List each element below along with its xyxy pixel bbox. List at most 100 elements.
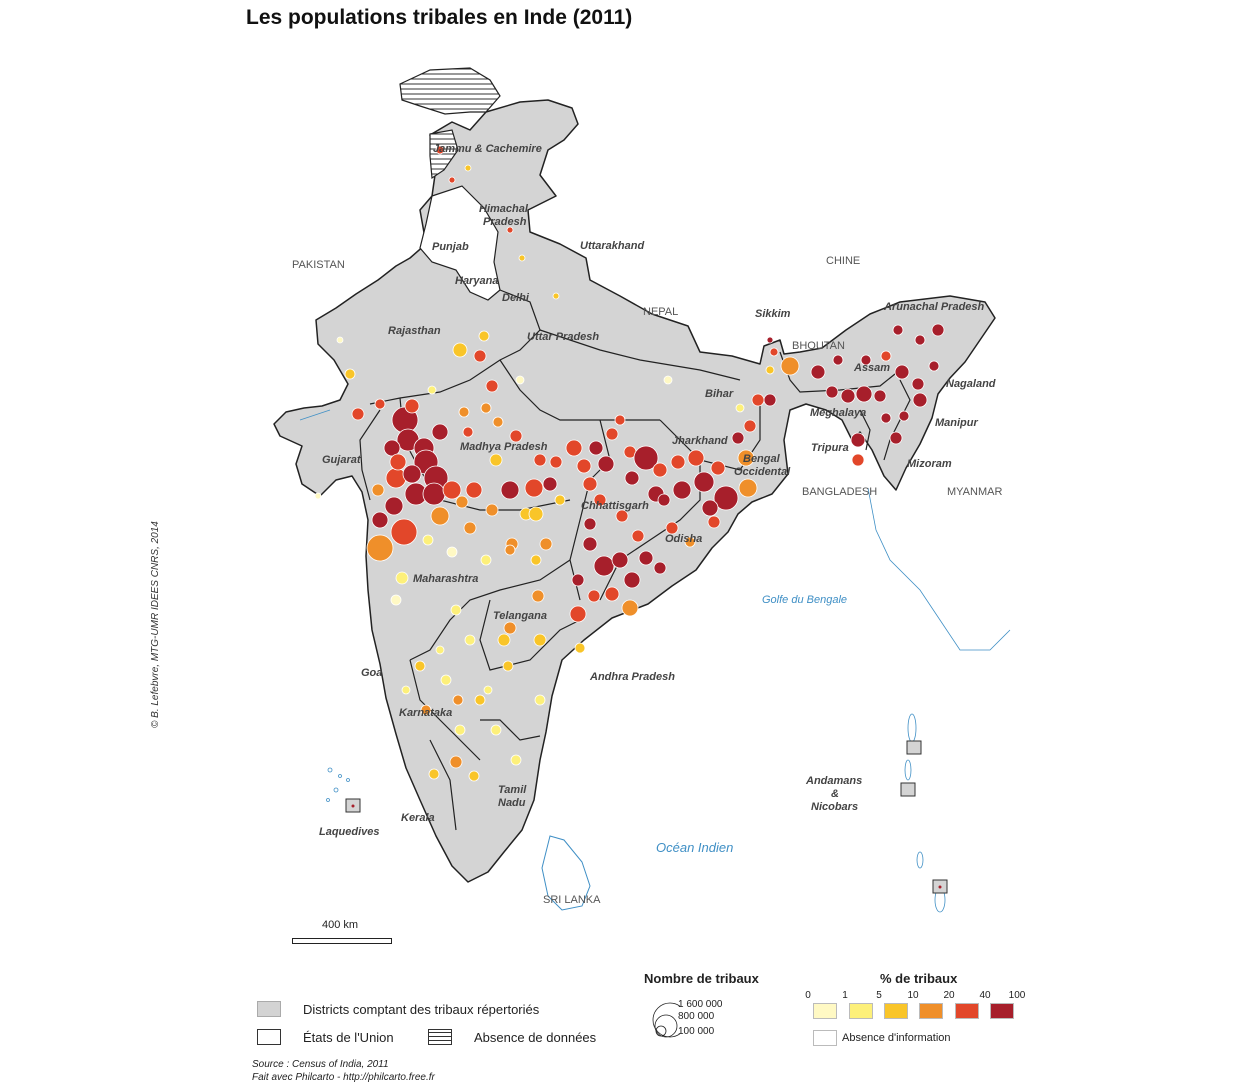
legend-no-info-label: Absence d'information xyxy=(842,1032,951,1044)
bubble xyxy=(693,471,715,493)
bubble xyxy=(652,462,668,478)
legend-size-3: 100 000 xyxy=(678,1026,715,1037)
bubble xyxy=(880,412,892,424)
bubble xyxy=(582,536,598,552)
bubble xyxy=(672,480,692,500)
bubble xyxy=(515,375,525,385)
label-odisha: Odisha xyxy=(665,533,703,545)
bubble xyxy=(763,393,777,407)
legend-absence: Absence de données xyxy=(428,1029,596,1045)
bubble xyxy=(534,694,546,706)
bubble xyxy=(615,509,629,523)
bubble xyxy=(502,660,514,672)
bubble xyxy=(401,685,411,695)
bubble xyxy=(390,594,402,606)
label-andamans-2: & xyxy=(831,788,839,800)
bubble xyxy=(614,414,626,426)
bubble xyxy=(490,724,502,736)
bubble xyxy=(468,770,480,782)
label-kerala: Kerala xyxy=(401,812,435,824)
legend-size-2: 800 000 xyxy=(678,1011,715,1022)
bubble xyxy=(701,499,719,517)
bubble xyxy=(687,449,705,467)
bubble xyxy=(911,377,925,391)
bubble xyxy=(371,483,385,497)
bubble xyxy=(384,496,404,516)
bubble xyxy=(464,634,476,646)
bubble xyxy=(483,685,493,695)
india-map xyxy=(273,67,1011,913)
bubble xyxy=(533,633,547,647)
bubble xyxy=(851,453,865,467)
bubble xyxy=(485,379,499,393)
bubble xyxy=(623,571,641,589)
bubble xyxy=(446,546,458,558)
bubble xyxy=(894,364,910,380)
label-bihar: Bihar xyxy=(705,388,734,400)
legend-class-0 xyxy=(813,1003,837,1019)
label-maharashtra: Maharashtra xyxy=(413,573,479,585)
legend-districts-label: Districts comptant des tribaux répertori… xyxy=(303,1001,540,1017)
bubble xyxy=(707,515,721,529)
bubble xyxy=(478,330,490,342)
bubble xyxy=(528,506,544,522)
legend-class-4 xyxy=(955,1003,979,1019)
label-karnataka: Karnataka xyxy=(399,707,453,719)
legend-break-2: 5 xyxy=(876,990,882,1001)
bubble xyxy=(855,385,873,403)
legend-absence-label: Absence de données xyxy=(474,1029,597,1045)
bubble xyxy=(554,494,566,506)
bubble xyxy=(873,389,887,403)
bubble xyxy=(374,398,386,410)
bubble xyxy=(473,349,487,363)
bubble xyxy=(766,336,774,344)
bubble xyxy=(912,392,928,408)
bubble xyxy=(665,521,679,535)
bubble xyxy=(371,511,389,529)
bubble xyxy=(402,464,422,484)
bubble xyxy=(422,482,446,506)
bubble xyxy=(631,529,645,543)
bubble xyxy=(569,605,587,623)
credit: © B. Lefebvre, MTG-UMR IDEES CNRS, 2014 xyxy=(150,521,161,728)
bubble xyxy=(422,534,434,546)
legend-break-1: 1 xyxy=(842,990,848,1001)
label-andhra: Andhra Pradesh xyxy=(590,671,675,683)
label-myanmar: MYANMAR xyxy=(947,486,1003,498)
bubble xyxy=(663,375,673,385)
bubble xyxy=(633,445,659,471)
scale-label: 400 km xyxy=(322,919,359,931)
bubble xyxy=(351,407,365,421)
bubble xyxy=(832,354,844,366)
bubble xyxy=(448,176,456,184)
bubble xyxy=(889,431,903,445)
bubble xyxy=(611,551,629,569)
bubble xyxy=(344,368,356,380)
bubble xyxy=(765,365,775,375)
label-bhoutan: BHOUTAN xyxy=(792,340,845,352)
bubble xyxy=(738,478,758,498)
india-mainland xyxy=(273,99,996,883)
legend-etats-swatch xyxy=(257,1029,281,1045)
bubble xyxy=(497,633,511,647)
bubble xyxy=(390,518,418,546)
bubble xyxy=(489,453,503,467)
label-sri-lanka: SRI LANKA xyxy=(543,894,601,906)
bubble xyxy=(452,342,468,358)
bubble xyxy=(450,604,462,616)
bubble xyxy=(454,724,466,736)
bubble xyxy=(395,571,409,585)
legend-class-3 xyxy=(919,1003,943,1019)
bubble xyxy=(431,423,449,441)
bubble xyxy=(710,460,726,476)
kashmir-no-data xyxy=(399,67,501,115)
legend-etats-label: États de l'Union xyxy=(303,1029,394,1045)
bubble xyxy=(825,385,839,399)
bubble xyxy=(455,495,469,509)
bubble xyxy=(465,481,483,499)
bubble xyxy=(604,586,620,602)
bubble xyxy=(931,323,945,337)
bubble xyxy=(769,347,779,357)
bubble xyxy=(474,694,486,706)
district-bubbles xyxy=(314,145,945,782)
